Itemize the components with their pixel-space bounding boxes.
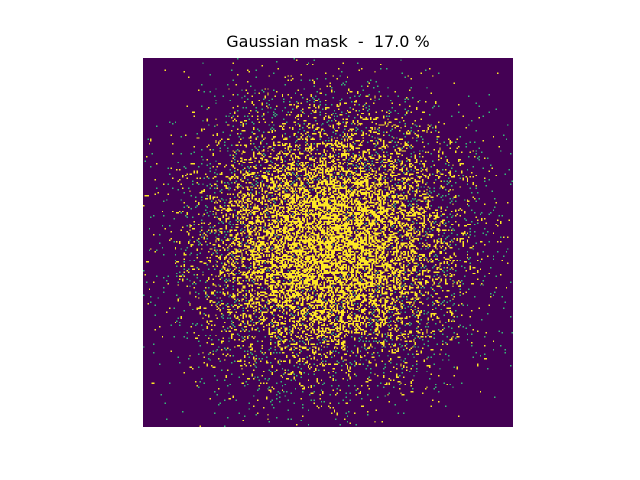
chart-title: Gaussian mask - 17.0 % [226, 32, 430, 51]
gaussian-mask-image [143, 58, 513, 427]
plot-area [143, 58, 513, 427]
